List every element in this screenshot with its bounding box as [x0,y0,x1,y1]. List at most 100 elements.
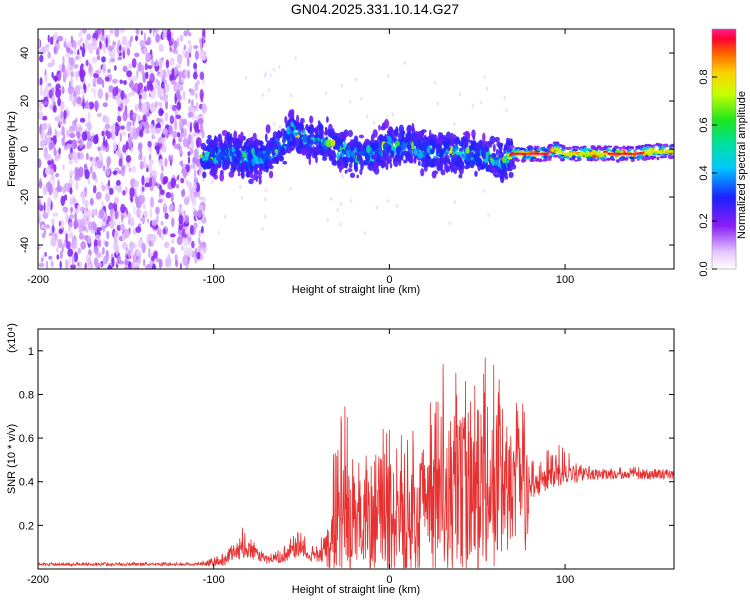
noise-cell [189,224,194,235]
noise-cell [108,85,114,93]
coherent-cell [606,148,611,151]
noise-cell [150,159,154,165]
noise-cell [120,90,125,100]
noise-cell [65,129,71,137]
band-cell [258,178,262,185]
spectrogram-y-axis: -40 -20 0 20 40 [19,47,674,253]
band-cell [359,145,365,151]
noise-cell [100,221,107,227]
band-cell [435,143,441,150]
noise-cell [82,29,87,34]
band-cell [247,151,253,161]
band-cell [220,169,224,175]
noise-cell [104,240,109,248]
noise-cell [175,114,182,120]
band-cell [199,154,204,159]
band-cell [271,157,275,165]
noise-cell [471,103,474,108]
band-cell [476,142,479,152]
noise-cell [112,170,118,175]
noise-cell [73,64,79,69]
noise-cell [47,196,52,207]
noise-cell [102,165,106,172]
noise-cell [171,68,175,75]
noise-cell [161,233,164,241]
noise-cell [80,191,85,198]
coherent-cell [636,155,641,159]
noise-cell [198,196,204,201]
noise-cell [171,106,177,112]
noise-cell [67,248,74,257]
y-tick-label: -20 [19,189,31,205]
noise-cell [269,73,272,78]
ridge-cell [604,152,609,155]
ridge-cell [627,152,631,155]
noise-cell [162,31,166,41]
noise-cell [143,47,147,55]
coherent-cell [644,143,648,148]
noise-cell [143,128,148,134]
noise-cell [139,40,145,47]
noise-cell [85,228,89,233]
band-cell [290,121,295,128]
noise-cell [143,121,146,127]
noise-cell [58,147,61,155]
noise-cell [107,45,113,53]
noise-cell [105,37,108,48]
noise-cell [65,212,68,223]
noise-cell [82,89,85,98]
noise-cell [113,220,117,226]
band-cell [371,143,377,152]
noise-cell [183,44,187,50]
noise-cell [177,84,184,92]
band-cell [392,133,396,142]
coherent-cell [572,145,576,149]
y-tick-label: 40 [19,47,31,59]
ridge-cell [614,152,619,155]
noise-cell [161,118,164,126]
noise-cell [170,246,175,254]
noise-cell [178,214,184,225]
noise-cell [133,180,140,188]
noise-cell [124,105,127,114]
band-cell [214,163,219,171]
noise-cell [173,142,177,150]
noise-cell [191,109,196,120]
noise-cell [51,218,55,225]
coherent-cell [511,149,517,152]
band-cell [202,171,207,179]
noise-cell [157,101,163,107]
noise-cell [148,163,153,174]
ridge-cell [543,152,547,155]
coherent-cell [536,148,542,151]
band-cell [217,163,222,168]
band-cell [418,143,422,151]
coherent-cell [528,150,534,154]
noise-cell [104,123,111,130]
noise-cell [126,161,131,168]
noise-cell [111,257,115,268]
noise-cell [79,46,83,51]
noise-cell [105,192,111,203]
noise-cell [98,67,102,74]
noise-cell [101,184,105,192]
coherent-cell [563,154,567,158]
noise-cell [42,211,49,219]
band-cell [326,116,329,123]
ridge-cell [595,152,599,155]
noise-cell [336,207,339,212]
noise-cell [189,44,193,53]
noise-cell [169,203,175,212]
y-tick-label: 0 [19,146,31,152]
noise-cell [65,259,69,269]
band-cell [471,129,476,138]
band-cell [253,167,257,176]
noise-cell [97,146,102,152]
band-cell [376,148,380,153]
noise-cell [186,246,193,258]
noise-cell [201,241,207,248]
noise-cell [211,179,214,184]
noise-cell [193,222,198,230]
